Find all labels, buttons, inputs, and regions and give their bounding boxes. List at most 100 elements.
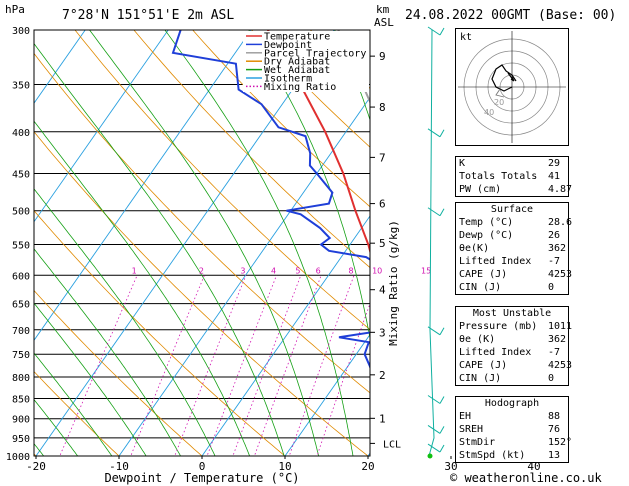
table-title: Hodograph <box>484 398 540 409</box>
surface-table: Surface Temp (°C) 28.6 Dewp (°C) 26 θe(K) 362 L… <box>455 202 573 295</box>
row-key: K <box>459 158 466 169</box>
legend-label: Parcel Trajectory <box>264 48 366 59</box>
pressure-tick-label: 800 <box>12 373 30 384</box>
row-value: 26 <box>548 230 561 241</box>
storm-motion-arrow <box>507 72 515 82</box>
hodograph-panel: kt 20 40 <box>455 28 569 146</box>
x-tick-label: 20 <box>361 460 374 473</box>
table-row: EH 88 <box>456 410 568 423</box>
wind-barb-flag <box>439 129 445 138</box>
surface-wind-marker <box>427 453 433 459</box>
dewpoint-line <box>171 30 370 370</box>
row-key: CAPE (J) <box>459 269 508 280</box>
wet-adiabat-line <box>164 30 354 456</box>
table-row: Lifted Index -7 <box>456 346 568 359</box>
pressure-tick-label: 600 <box>12 271 30 282</box>
x-tick-label: 10 <box>278 460 291 473</box>
x-tick-label: 40 <box>527 460 540 473</box>
dry-adiabat-line <box>34 131 369 456</box>
pressure-tick-label: 850 <box>12 394 30 405</box>
row-key: Lifted Index <box>459 347 532 358</box>
pressure-tick-label: 350 <box>12 81 30 92</box>
mixing-ratio-line <box>206 275 277 456</box>
x-tick-label: 0 <box>199 460 206 473</box>
pressure-tick-label: 750 <box>12 350 30 361</box>
hodograph-table: Hodograph EH 88 SREH 76 StmDir 152° StmSpd (kt)… <box>455 396 573 463</box>
row-key: Lifted Index <box>459 256 532 267</box>
table-row: PW (cm) 4.87 <box>456 183 572 196</box>
row-value: 362 <box>548 243 567 254</box>
plot-area <box>34 6 629 474</box>
km-label: km <box>376 3 390 16</box>
table-row: θe (K) 362 <box>456 333 568 346</box>
isotherm-line <box>605 6 629 474</box>
wind-barb-flag <box>439 396 445 404</box>
mixing-ratio-axis-label: Mixing Ratio (g/kg) <box>387 220 400 346</box>
table-row: K 29 <box>456 157 568 170</box>
row-value: 29 <box>548 158 561 169</box>
pressure-tick-label: 450 <box>12 169 30 180</box>
row-key: SREH <box>459 424 484 435</box>
row-value: 41 <box>548 171 561 182</box>
table-row: Pressure (mb) 1011 <box>456 320 572 333</box>
table-row: Totals Totals 41 <box>456 170 568 183</box>
isotherm-line <box>284 333 370 456</box>
wind-barb <box>427 207 441 217</box>
pressure-tick-label: 400 <box>12 128 30 139</box>
km-tick-label: 2 <box>379 369 386 382</box>
legend-label: Isotherm <box>264 74 312 85</box>
mixing-ratio-label: 8 <box>349 266 354 275</box>
table-row: Dewp (°C) 26 <box>456 229 568 242</box>
x-axis-label: Dewpoint / Temperature (°C) <box>104 471 299 485</box>
pressure-tick-label: 300 <box>12 26 30 37</box>
mixing-ratio-label: 1 <box>132 266 137 275</box>
table-row: StmSpd (kt) 13 <box>456 449 568 462</box>
mixing-ratio-label: 5 <box>295 266 300 275</box>
km-tick-label: 5 <box>379 237 386 250</box>
mixing-ratio-line <box>174 275 247 456</box>
mixing-ratio-line <box>130 275 205 456</box>
km-tick-label: 3 <box>379 326 386 339</box>
asl-label: ASL <box>374 16 394 29</box>
row-value: 76 <box>548 424 561 435</box>
x-tick-label: -20 <box>26 460 46 473</box>
row-key: Temp (°C) <box>459 217 514 228</box>
pressure-tick-label: 650 <box>12 300 30 311</box>
dry-adiabat-line <box>74 30 370 331</box>
wind-profile-line <box>428 29 435 457</box>
dry-adiabat-line <box>34 209 286 456</box>
wet-adiabat-line <box>34 302 147 456</box>
temperature-line <box>266 30 370 255</box>
mixing-ratio-label: 2 <box>199 266 204 275</box>
row-value: 0 <box>548 282 555 293</box>
table-row: CIN (J) 0 <box>456 372 568 385</box>
table-row: SREH 76 <box>456 423 568 436</box>
row-value: -7 <box>548 347 561 358</box>
row-key: StmSpd (kt) <box>459 450 526 461</box>
legend-background <box>243 31 369 92</box>
wind-barb-flag <box>439 327 445 336</box>
row-value: 88 <box>548 411 561 422</box>
legend-label: Dry Adiabat <box>264 57 330 68</box>
wind-barb <box>427 26 441 36</box>
table-row: Temp (°C) 28.6 <box>456 216 572 229</box>
row-key: Dewp (°C) <box>459 230 514 241</box>
row-key: θe (K) <box>459 334 496 345</box>
km-tick-label: 6 <box>379 198 386 211</box>
wind-barb <box>427 443 441 453</box>
km-tick-label: 9 <box>379 50 386 63</box>
row-value: 4253 <box>548 269 573 280</box>
wind-barb <box>427 395 441 404</box>
row-key: CIN (J) <box>459 373 502 384</box>
table-title: Most Unstable <box>472 308 552 319</box>
row-value: 152° <box>548 437 573 448</box>
x-tick-label: 30 <box>444 460 457 473</box>
wet-adiabat-line <box>34 352 113 456</box>
datetime-title: 24.08.2022 00GMT (Base: 00) <box>405 8 617 23</box>
wind-barb-flag <box>439 208 445 216</box>
hodograph-trace <box>491 64 517 92</box>
mixing-ratio-label: 3 <box>240 266 245 275</box>
wet-adiabat-line <box>34 120 251 456</box>
row-key: θe(K) <box>459 243 490 254</box>
hodograph-ring-label: 20 <box>494 98 504 107</box>
